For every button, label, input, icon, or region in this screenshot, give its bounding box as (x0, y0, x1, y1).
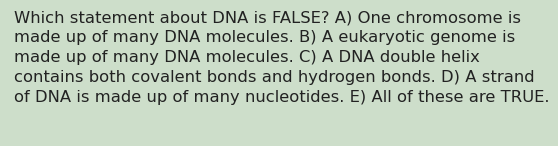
Text: Which statement about DNA is FALSE? A) One chromosome is
made up of many DNA mol: Which statement about DNA is FALSE? A) O… (14, 10, 550, 105)
